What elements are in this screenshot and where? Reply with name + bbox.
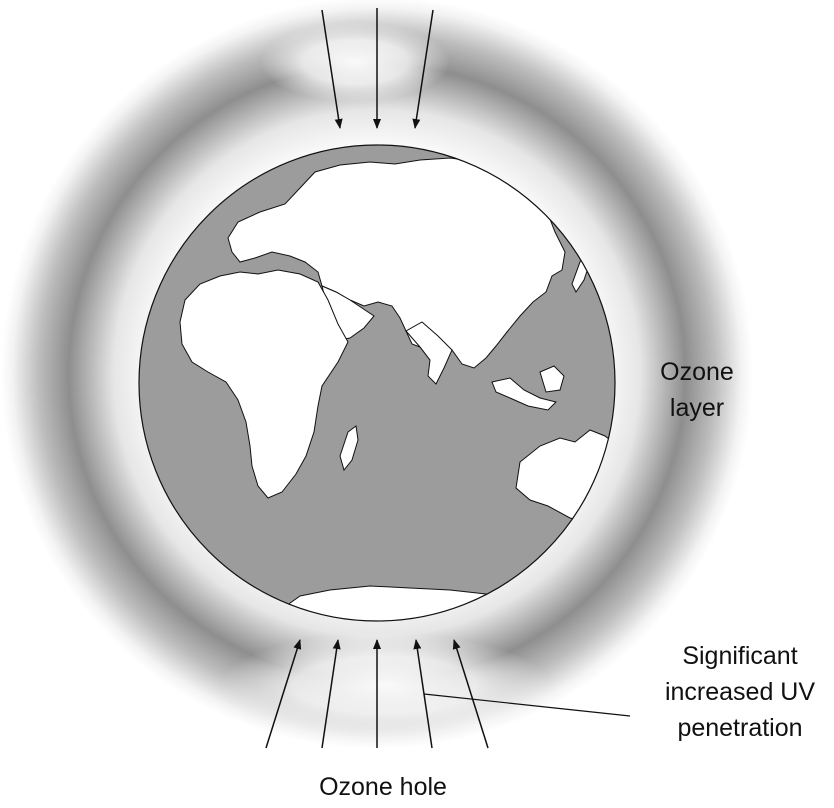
uv-arrow xyxy=(321,9,343,129)
ozone-layer-label-line1: Ozone xyxy=(660,358,734,386)
uv-arrows-bottom xyxy=(265,639,489,749)
borneo-island xyxy=(539,365,565,393)
ozone-hole-region xyxy=(220,633,550,737)
uv-arrow xyxy=(412,9,434,129)
africa-landmass xyxy=(179,269,349,499)
madagascar xyxy=(339,425,359,472)
uv-arrow xyxy=(321,639,341,749)
uv-label-line1: Significant xyxy=(682,642,797,670)
globe-outline xyxy=(138,144,616,622)
uv-arrow xyxy=(452,639,489,749)
ozone-layer-label-line2: layer xyxy=(670,394,724,422)
uv-arrow xyxy=(265,639,302,749)
india-subcontinent xyxy=(405,321,453,385)
ozone-thin-top xyxy=(260,22,450,102)
uv-label-leader xyxy=(423,693,631,717)
uv-arrows-top xyxy=(321,8,434,129)
uv-label-line2: increased UV xyxy=(665,678,815,706)
indonesia-islands xyxy=(491,377,557,411)
uv-label-line3: penetration xyxy=(677,714,802,742)
globe xyxy=(138,144,616,622)
ozone-hole-label: Ozone hole xyxy=(319,773,447,801)
